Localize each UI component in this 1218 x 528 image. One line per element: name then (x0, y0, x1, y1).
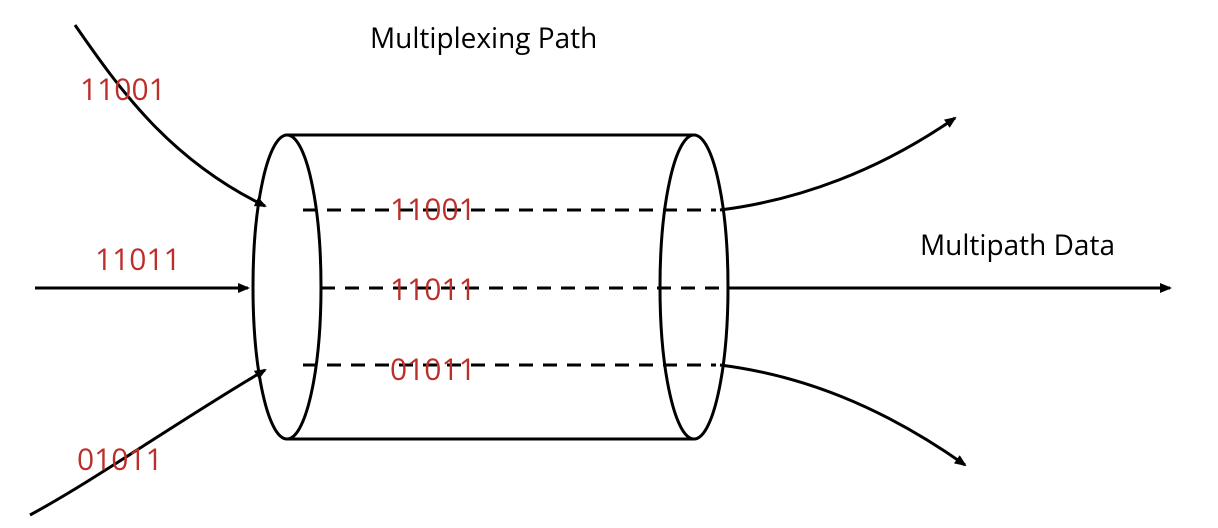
inside-data-top: 11001 (390, 188, 476, 229)
input-data-bottom: 01011 (77, 438, 163, 479)
output-arrow-top (720, 118, 955, 210)
input-data-top: 11001 (80, 68, 166, 109)
input-arrow-top (75, 25, 265, 206)
multiplexing-diagram: Multiplexing Path 11001 11011 01011 1100… (0, 0, 1218, 528)
inside-data-bottom: 01011 (390, 348, 476, 389)
input-data-middle: 11011 (95, 238, 181, 279)
diagram-title: Multiplexing Path (370, 19, 597, 57)
output-arrow-bottom (720, 365, 965, 465)
output-label: Multipath Data (920, 226, 1115, 264)
inside-data-middle: 11011 (390, 268, 476, 309)
cylinder-left-cap (253, 135, 321, 439)
